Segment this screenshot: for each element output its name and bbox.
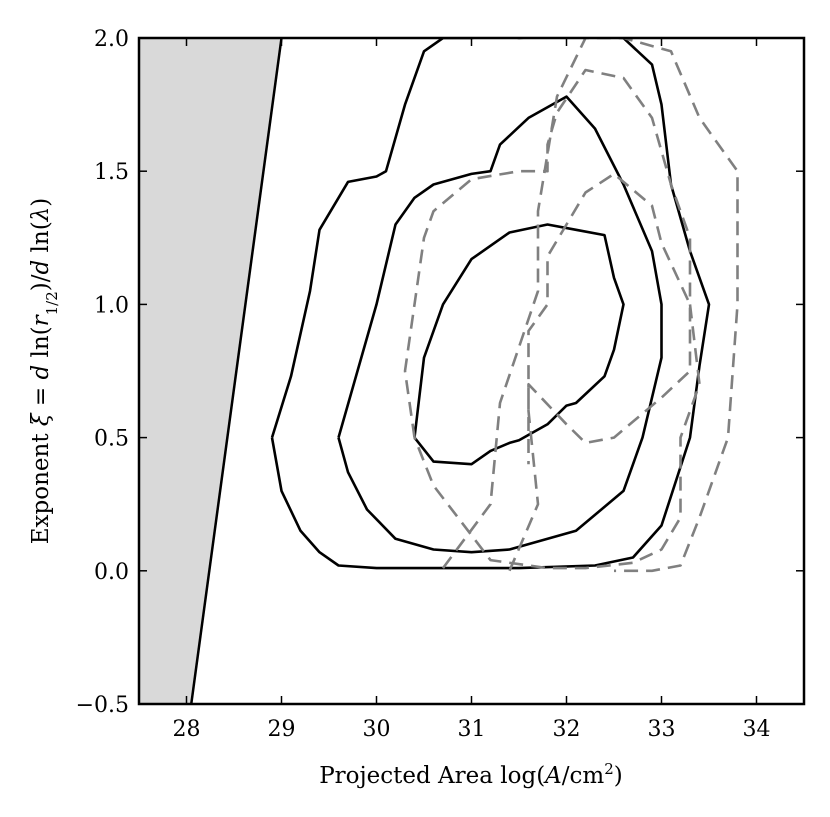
x-tick-label: 31 — [458, 717, 486, 742]
y-tick-label: 0.0 — [94, 560, 129, 585]
x-axis-label: Projected Area log(A/cm2) — [319, 760, 623, 789]
x-tick-label: 29 — [268, 717, 296, 742]
y-tick-label: 1.0 — [94, 293, 129, 318]
x-tick-label: 33 — [648, 717, 676, 742]
dashed-contour-5 — [441, 38, 739, 573]
solid-contour-2 — [270, 38, 711, 570]
axis-ticks: 28 29 30 31 32 33 34 −0.5 0.0 0.5 1.0 1.5 2.0 — [76, 27, 804, 742]
y-axis-label: Exponent ξ = d ln(r1/2)/d ln(λ) — [28, 198, 61, 545]
x-tick-label: 30 — [363, 717, 391, 742]
x-tick-label: 28 — [173, 717, 201, 742]
plot-area — [139, 38, 739, 704]
exclusion-boundary-line — [190, 38, 283, 704]
x-tick-label: 34 — [743, 717, 771, 742]
y-tick-label: 2.0 — [94, 27, 129, 52]
dashed-contour-4 — [403, 68, 701, 570]
y-tick-label: 1.5 — [94, 160, 129, 185]
solid-contour-1 — [337, 95, 663, 554]
y-tick-label: 0.5 — [94, 427, 129, 452]
excluded-region — [139, 38, 282, 704]
dashed-contour-3 — [508, 172, 692, 572]
x-tick-label: 32 — [553, 717, 581, 742]
y-tick-label: −0.5 — [76, 693, 129, 718]
